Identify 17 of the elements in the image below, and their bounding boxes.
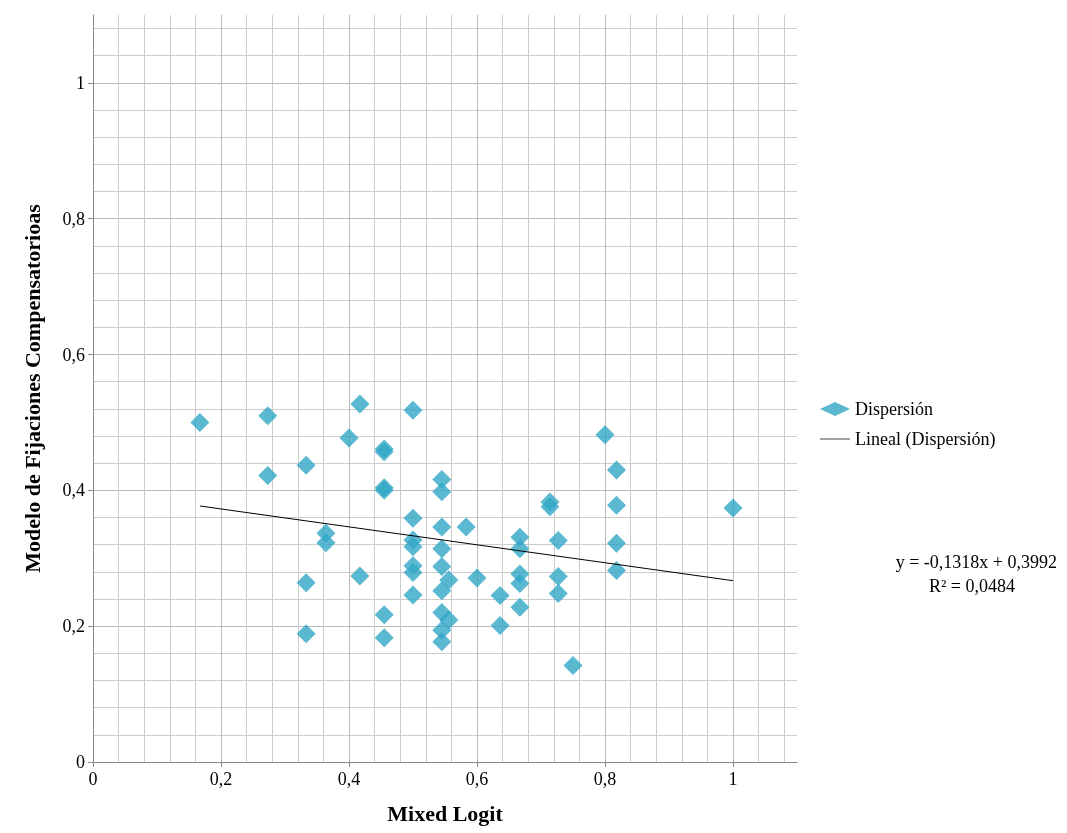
- legend-label: Lineal (Dispersión): [855, 429, 996, 450]
- legend-label: Dispersión: [855, 399, 933, 419]
- y-tick-label: 0,4: [62, 480, 85, 501]
- y-axis-title: Modelo de Fijaciones Compensatorioas: [19, 203, 45, 573]
- x-tick-label: 0,6: [465, 769, 489, 789]
- x-tick-label: 0,2: [209, 769, 233, 789]
- y-tick-label: 0,6: [62, 344, 85, 365]
- y-tick-label: 0,8: [62, 208, 85, 229]
- text: y = -0,1318x + 0,3992: [895, 552, 1057, 572]
- x-tick-label: 0,8: [593, 769, 617, 789]
- y-tick-label: 1: [76, 72, 85, 93]
- x-tick-label: 0,4: [337, 769, 361, 789]
- text: R² = 0,0484: [928, 576, 1016, 596]
- y-tick-label: 0,2: [62, 616, 85, 637]
- x-tick-label: 1: [728, 769, 738, 789]
- x-axis-title: Mixed Logit: [387, 800, 504, 826]
- y-tick-label: 0: [76, 752, 85, 772]
